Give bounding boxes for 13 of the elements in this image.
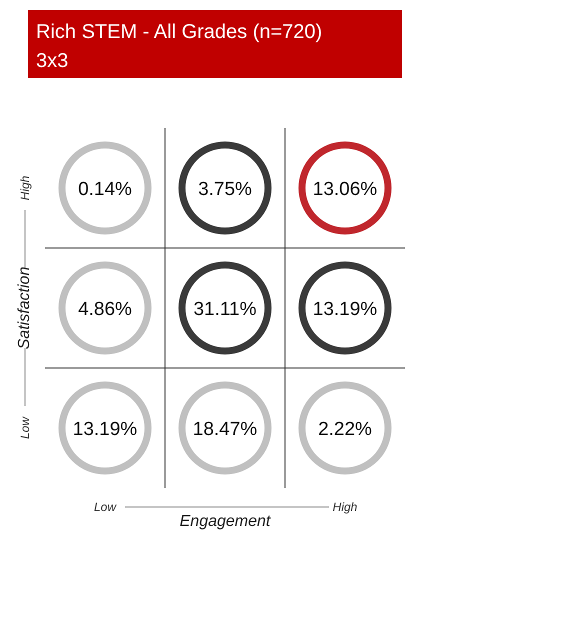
data-label: 3.75% bbox=[198, 179, 252, 200]
data-label: 0.14% bbox=[78, 179, 132, 200]
data-label: 18.47% bbox=[192, 419, 258, 440]
chart-subtitle: 3x3 bbox=[36, 50, 68, 72]
data-label: 4.86% bbox=[78, 299, 132, 320]
data-label: 13.06% bbox=[312, 179, 378, 200]
data-label: 13.19% bbox=[72, 419, 138, 440]
data-label: 31.11% bbox=[193, 299, 257, 320]
chart-title: Rich STEM - All Grades (n=720) bbox=[36, 21, 322, 43]
y-axis-title: Satisfaction bbox=[16, 266, 33, 350]
data-label: 2.22% bbox=[318, 419, 372, 440]
data-label: 13.19% bbox=[312, 299, 378, 320]
x-axis-title: Engagement bbox=[180, 513, 271, 530]
